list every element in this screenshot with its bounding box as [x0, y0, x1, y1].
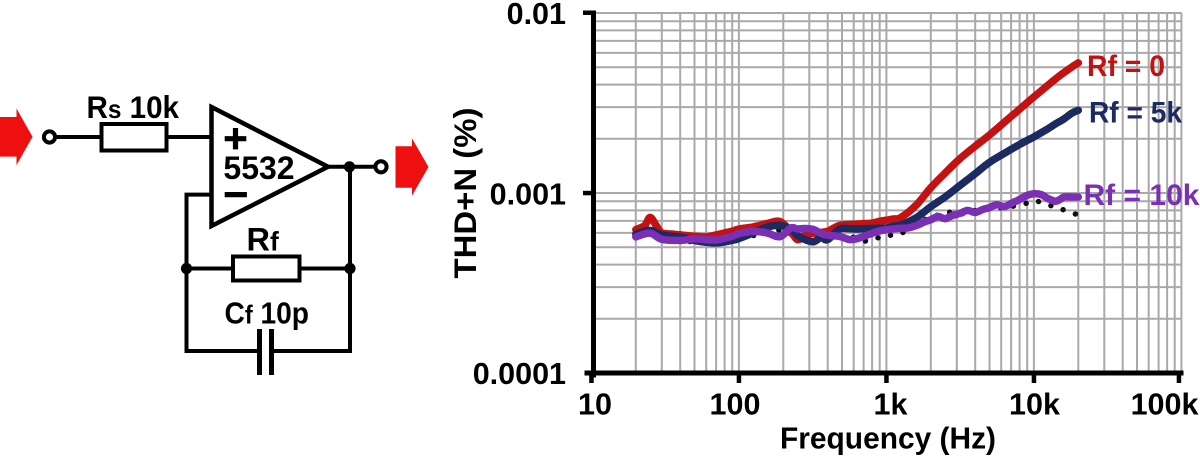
- svg-text:0.001: 0.001: [490, 178, 566, 212]
- svg-text:Frequency (Hz): Frequency (Hz): [780, 422, 996, 456]
- svg-text:0.01: 0.01: [507, 0, 566, 31]
- svg-text:Cf 10p: Cf 10p: [225, 296, 310, 331]
- svg-text:10k: 10k: [1009, 388, 1060, 422]
- svg-text:100k: 100k: [1131, 388, 1199, 422]
- svg-text:Rf: Rf: [247, 221, 279, 257]
- svg-text:THD+N (%): THD+N (%): [447, 108, 483, 279]
- svg-text:1k: 1k: [874, 388, 908, 422]
- svg-text:100: 100: [710, 388, 761, 422]
- svg-text:Rs 10k: Rs 10k: [87, 89, 180, 125]
- svg-text:5532: 5532: [223, 150, 294, 186]
- svg-text:Rf = 0: Rf = 0: [1087, 50, 1165, 83]
- svg-text:Rf = 5k: Rf = 5k: [1089, 96, 1182, 129]
- svg-text:10: 10: [578, 388, 612, 422]
- svg-text:Rf = 10k: Rf = 10k: [1084, 179, 1200, 212]
- svg-text:0.0001: 0.0001: [473, 357, 566, 391]
